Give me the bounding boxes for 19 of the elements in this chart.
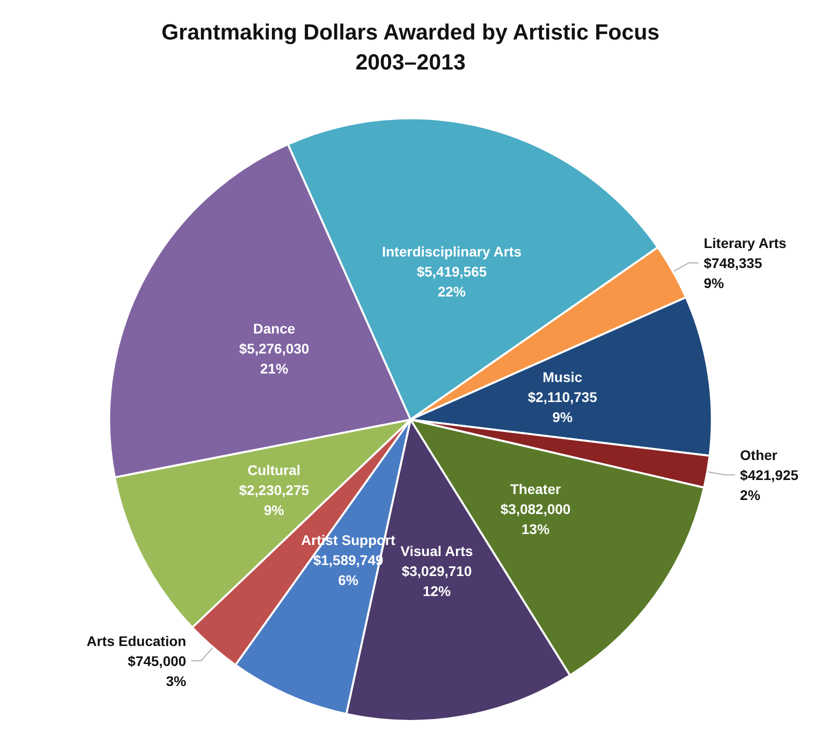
data-label: $3,029,710 12% <box>402 563 472 600</box>
slice-label: Visual Arts <box>400 543 474 560</box>
slice-label: Music <box>542 368 583 385</box>
slice-label: Interdisciplinary Arts <box>382 244 522 260</box>
data-label: $5,276,030 21% <box>239 340 310 377</box>
data-label: $3,082,000 13% <box>500 500 571 537</box>
slice-label: Literary Arts <box>704 234 787 251</box>
slice-label: Theater <box>510 480 562 497</box>
data-label: $2,230,275 9% <box>238 482 310 518</box>
data-label: $5,419,565 22% <box>416 264 487 300</box>
slice-label: Cultural <box>248 462 300 478</box>
data-label: $745,000 3% <box>128 652 187 689</box>
data-label: $2,110,735 9% <box>528 388 598 425</box>
slice-label: Dance <box>253 320 296 337</box>
chart-title: Grantmaking Dollars Awarded by Artistic Focus 2003–2013 <box>162 20 660 74</box>
data-label: $748,335 9% <box>704 254 762 291</box>
slice-label: Arts Education <box>86 632 186 649</box>
data-label: $421,925 2% <box>740 466 799 503</box>
slice-label: Other <box>740 446 778 463</box>
